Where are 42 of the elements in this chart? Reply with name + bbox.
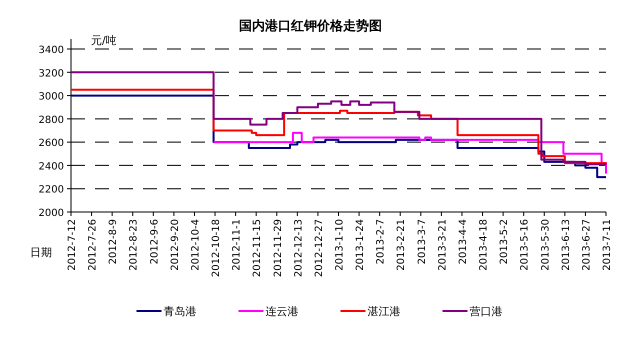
y-tick-label: 2600	[38, 138, 64, 150]
x-tick-label: 2013-1-10	[334, 219, 346, 271]
y-axis-title: 元/吨	[91, 34, 117, 47]
y-tick-label: 2000	[38, 208, 64, 219]
x-tick-label: 2013-5-30	[540, 219, 552, 271]
chart-title: 国内港口红钾价格走势图	[239, 18, 382, 34]
x-tick-label: 2013-4-4	[458, 219, 469, 264]
x-tick-label: 2012-7-26	[88, 219, 99, 271]
x-tick-label: 2013-1-24	[355, 219, 366, 271]
legend-label: 连云港	[266, 305, 298, 318]
x-tick-label: 2013-3-21	[437, 219, 448, 271]
x-tick-label: 2013-6-27	[581, 219, 592, 271]
y-tick-label: 2800	[38, 114, 64, 126]
x-tick-label: 2012-9-20	[170, 219, 181, 271]
x-tick-label: 2012-7-12	[67, 219, 78, 271]
x-tick-label: 2013-5-2	[499, 219, 510, 264]
x-tick-label: 2013-2-21	[396, 219, 408, 271]
x-tick-label: 2013-2-7	[376, 219, 387, 264]
y-tick-label: 3400	[38, 45, 64, 56]
x-tick-label: 2012-11-29	[272, 219, 284, 278]
x-tick-label: 2012-10-4	[190, 219, 202, 271]
x-tick-label: 2012-10-18	[211, 219, 222, 278]
x-tick-label: 2012-8-9	[108, 219, 120, 264]
y-tick-label: 2200	[38, 184, 64, 196]
x-tick-label: 2013-4-18	[478, 219, 490, 271]
y-tick-label: 2400	[38, 161, 64, 172]
legend-label: 营口港	[470, 305, 502, 318]
legend-label: 湛江港	[368, 305, 400, 318]
x-axis-title: 日期	[30, 246, 52, 259]
legend-label: 青岛港	[164, 305, 196, 318]
x-tick-label: 2012-9-6	[149, 219, 160, 264]
x-tick-label: 2013-7-11	[602, 219, 613, 271]
y-tick-label: 3000	[38, 92, 64, 103]
x-tick-label: 2012-8-23	[128, 219, 140, 271]
x-tick-label: 2012-11-15	[252, 219, 264, 278]
x-tick-label: 2012-11-1	[232, 219, 243, 271]
x-tick-label: 2013-3-7	[416, 219, 428, 264]
x-tick-label: 2012-12-27	[314, 219, 325, 278]
x-tick-label: 2013-5-16	[520, 219, 531, 271]
x-tick-label: 2013-6-13	[560, 219, 572, 271]
x-tick-label: 2012-12-13	[293, 219, 304, 278]
y-tick-label: 3200	[38, 68, 64, 80]
